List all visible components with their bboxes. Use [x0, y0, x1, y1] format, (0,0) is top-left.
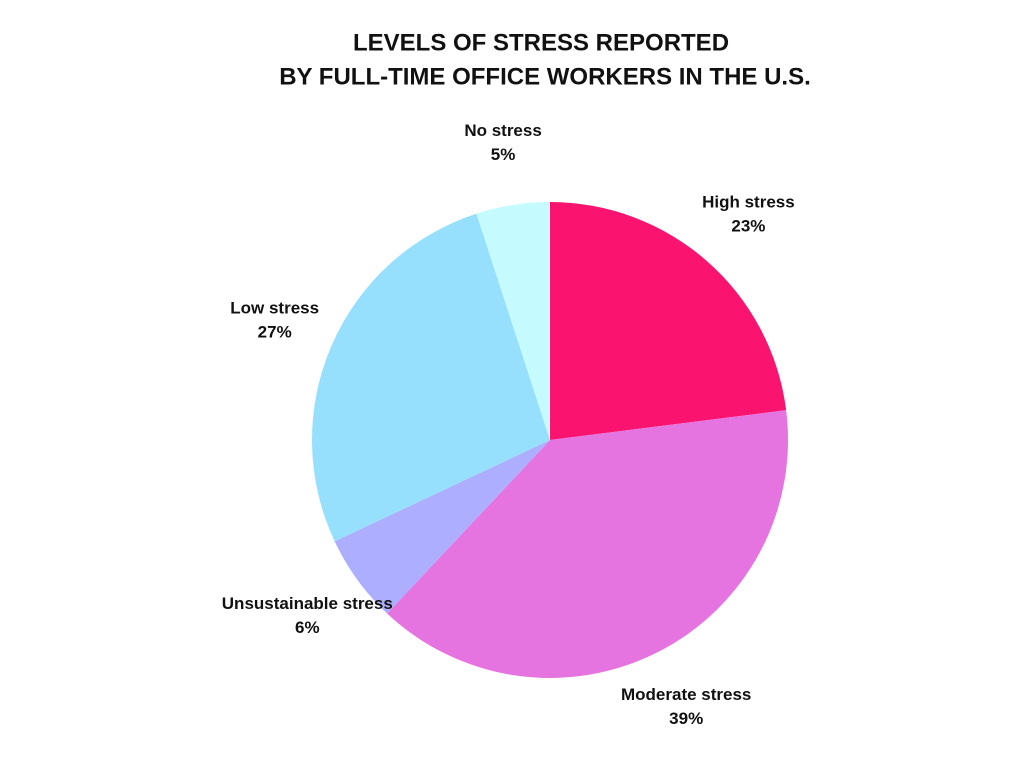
slice-value: 5%: [491, 145, 516, 164]
slice-value: 27%: [258, 322, 292, 341]
slice-label: Moderate stress: [621, 685, 751, 704]
slice-label: No stress: [464, 121, 541, 140]
pie-slice: [476, 202, 550, 440]
pie-slice: [550, 202, 787, 440]
chart-title: BY FULL-TIME OFFICE WORKERS IN THE U.S.: [279, 63, 811, 90]
slice-value: 23%: [731, 216, 765, 235]
pie-slice: [387, 410, 788, 679]
slice-label: High stress: [702, 192, 795, 211]
slice-label: Low stress: [230, 298, 319, 317]
slice-label: Unsustainable stress: [222, 594, 393, 613]
chart-title: LEVELS OF STRESS REPORTED: [353, 29, 729, 56]
pie-slice: [311, 213, 550, 542]
slice-value: 39%: [669, 709, 703, 728]
slice-value: 6%: [295, 618, 320, 637]
pie-slice: [334, 440, 550, 614]
